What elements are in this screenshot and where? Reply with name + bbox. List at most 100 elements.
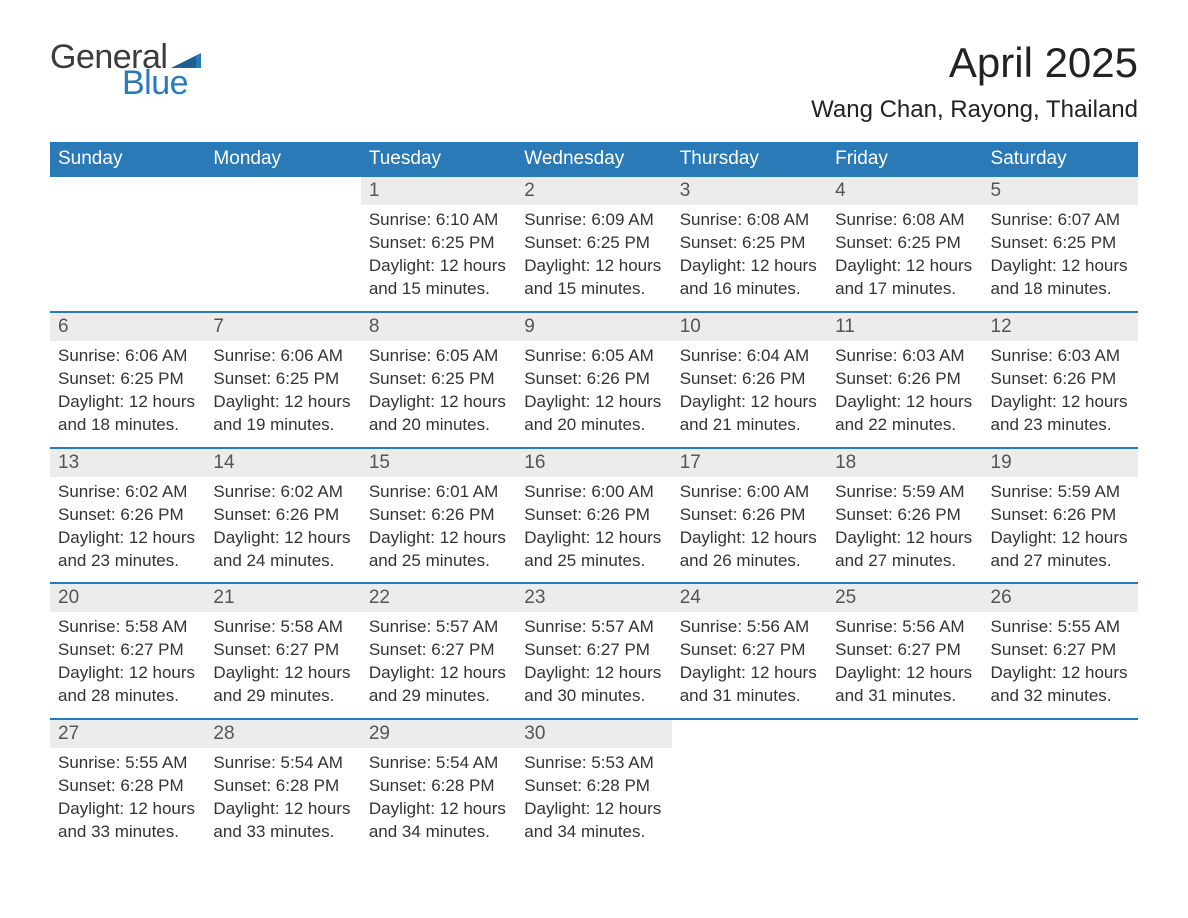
daylight-line1: Daylight: 12 hours xyxy=(835,255,974,278)
sunrise-text: Sunrise: 6:06 AM xyxy=(58,345,197,368)
day-cell: 1 Sunrise: 6:10 AMSunset: 6:25 PMDaylight… xyxy=(361,177,516,311)
sunrise-text: Sunrise: 5:56 AM xyxy=(835,616,974,639)
sunset-text: Sunset: 6:28 PM xyxy=(369,775,508,798)
day-num-row: 7 xyxy=(205,313,360,341)
day-cell: 12 Sunrise: 6:03 AMSunset: 6:26 PMDayligh… xyxy=(983,313,1138,447)
sunrise-text: Sunrise: 5:54 AM xyxy=(213,752,352,775)
daylight-line1: Daylight: 12 hours xyxy=(991,391,1130,414)
sunrise-text: Sunrise: 6:02 AM xyxy=(213,481,352,504)
day-body: Sunrise: 6:08 AMSunset: 6:25 PMDaylight:… xyxy=(835,209,974,301)
daylight-line1: Daylight: 12 hours xyxy=(213,391,352,414)
daylight-line2: and 31 minutes. xyxy=(680,685,819,708)
day-cell: 4 Sunrise: 6:08 AMSunset: 6:25 PMDaylight… xyxy=(827,177,982,311)
day-body: Sunrise: 5:58 AMSunset: 6:27 PMDaylight:… xyxy=(58,616,197,708)
daylight-line2: and 32 minutes. xyxy=(991,685,1130,708)
daylight-line1: Daylight: 12 hours xyxy=(835,391,974,414)
daylight-line2: and 19 minutes. xyxy=(213,414,352,437)
sunrise-text: Sunrise: 6:05 AM xyxy=(524,345,663,368)
day-cell: 19Sunrise: 5:59 AMSunset: 6:26 PMDayligh… xyxy=(983,449,1138,583)
week-row: 1Sunrise: 6:10 AMSunset: 6:25 PMDaylight… xyxy=(50,177,1138,311)
day-number: 21 xyxy=(213,587,234,608)
daylight-line1: Daylight: 12 hours xyxy=(835,527,974,550)
day-num-row: 10 xyxy=(672,313,827,341)
day-num-row: 30 xyxy=(516,720,671,748)
day-cell: 20Sunrise: 5:58 AMSunset: 6:27 PMDayligh… xyxy=(50,584,205,718)
day-num-row: 5 xyxy=(983,177,1138,205)
sunset-text: Sunset: 6:25 PM xyxy=(680,232,819,255)
day-cell: 27Sunrise: 5:55 AMSunset: 6:28 PMDayligh… xyxy=(50,720,205,854)
location: Wang Chan, Rayong, Thailand xyxy=(811,96,1138,124)
day-num-row: 21 xyxy=(205,584,360,612)
daylight-line2: and 25 minutes. xyxy=(369,550,508,573)
sunrise-text: Sunrise: 6:10 AM xyxy=(369,209,508,232)
day-num-row: 17 xyxy=(672,449,827,477)
daylight-line2: and 18 minutes. xyxy=(991,278,1130,301)
daylight-line1: Daylight: 12 hours xyxy=(835,662,974,685)
week-row: 20Sunrise: 5:58 AMSunset: 6:27 PMDayligh… xyxy=(50,582,1138,718)
day-number: 15 xyxy=(369,452,390,473)
sunset-text: Sunset: 6:27 PM xyxy=(369,639,508,662)
daylight-line1: Daylight: 12 hours xyxy=(58,798,197,821)
day-body: Sunrise: 5:58 AMSunset: 6:27 PMDaylight:… xyxy=(213,616,352,708)
daylight-line1: Daylight: 12 hours xyxy=(991,255,1130,278)
day-body: Sunrise: 6:10 AMSunset: 6:25 PMDaylight:… xyxy=(369,209,508,301)
daylight-line2: and 22 minutes. xyxy=(835,414,974,437)
day-num-row: 4 xyxy=(827,177,982,205)
sunrise-text: Sunrise: 6:08 AM xyxy=(835,209,974,232)
sunset-text: Sunset: 6:26 PM xyxy=(835,504,974,527)
daylight-line1: Daylight: 12 hours xyxy=(680,255,819,278)
day-num-row: 15 xyxy=(361,449,516,477)
day-header-fri: Friday xyxy=(827,142,982,177)
day-cell: 6Sunrise: 6:06 AMSunset: 6:25 PMDaylight… xyxy=(50,313,205,447)
day-number: 9 xyxy=(524,316,535,337)
day-number: 1 xyxy=(369,180,380,201)
day-body: Sunrise: 5:55 AMSunset: 6:28 PMDaylight:… xyxy=(58,752,197,844)
day-num-row: 16 xyxy=(516,449,671,477)
day-body: Sunrise: 5:59 AMSunset: 6:26 PMDaylight:… xyxy=(991,481,1130,573)
sunrise-text: Sunrise: 6:00 AM xyxy=(680,481,819,504)
week-row: 27Sunrise: 5:55 AMSunset: 6:28 PMDayligh… xyxy=(50,718,1138,854)
daylight-line1: Daylight: 12 hours xyxy=(369,255,508,278)
sunset-text: Sunset: 6:26 PM xyxy=(369,504,508,527)
day-body: Sunrise: 6:06 AMSunset: 6:25 PMDaylight:… xyxy=(213,345,352,437)
daylight-line1: Daylight: 12 hours xyxy=(680,391,819,414)
sunset-text: Sunset: 6:26 PM xyxy=(991,504,1130,527)
day-num-row: 2 xyxy=(516,177,671,205)
daylight-line2: and 33 minutes. xyxy=(58,821,197,844)
day-header-mon: Monday xyxy=(205,142,360,177)
sunrise-text: Sunrise: 6:05 AM xyxy=(369,345,508,368)
daylight-line2: and 30 minutes. xyxy=(524,685,663,708)
day-num-row: 22 xyxy=(361,584,516,612)
brand-word2: Blue xyxy=(122,66,188,100)
daylight-line1: Daylight: 12 hours xyxy=(680,662,819,685)
day-number: 11 xyxy=(835,316,855,337)
day-body: Sunrise: 6:03 AMSunset: 6:26 PMDaylight:… xyxy=(991,345,1130,437)
day-num-row: 6 xyxy=(50,313,205,341)
sunrise-text: Sunrise: 5:53 AM xyxy=(524,752,663,775)
sunrise-text: Sunrise: 5:57 AM xyxy=(524,616,663,639)
day-number: 16 xyxy=(524,452,545,473)
day-body: Sunrise: 5:54 AMSunset: 6:28 PMDaylight:… xyxy=(369,752,508,844)
day-header-row: Sunday Monday Tuesday Wednesday Thursday… xyxy=(50,142,1138,177)
sunrise-text: Sunrise: 5:55 AM xyxy=(58,752,197,775)
day-cell: 26Sunrise: 5:55 AMSunset: 6:27 PMDayligh… xyxy=(983,584,1138,718)
sunrise-text: Sunrise: 5:56 AM xyxy=(680,616,819,639)
day-number: 3 xyxy=(680,180,691,201)
sunrise-text: Sunrise: 6:08 AM xyxy=(680,209,819,232)
day-num-row: 25 xyxy=(827,584,982,612)
day-body: Sunrise: 5:55 AMSunset: 6:27 PMDaylight:… xyxy=(991,616,1130,708)
day-cell: 21 Sunrise: 5:58 AMSunset: 6:27 PMDayligh… xyxy=(205,584,360,718)
day-number: 12 xyxy=(991,316,1012,337)
day-num-row: 9 xyxy=(516,313,671,341)
daylight-line2: and 15 minutes. xyxy=(369,278,508,301)
week-row: 13Sunrise: 6:02 AMSunset: 6:26 PMDayligh… xyxy=(50,447,1138,583)
day-number: 17 xyxy=(680,452,701,473)
sunset-text: Sunset: 6:28 PM xyxy=(58,775,197,798)
sunrise-text: Sunrise: 6:00 AM xyxy=(524,481,663,504)
day-cell: 3 Sunrise: 6:08 AMSunset: 6:25 PMDaylight… xyxy=(672,177,827,311)
sunrise-text: Sunrise: 6:04 AM xyxy=(680,345,819,368)
day-number: 2 xyxy=(524,180,535,201)
daylight-line2: and 20 minutes. xyxy=(524,414,663,437)
daylight-line1: Daylight: 12 hours xyxy=(213,662,352,685)
sunset-text: Sunset: 6:26 PM xyxy=(524,504,663,527)
